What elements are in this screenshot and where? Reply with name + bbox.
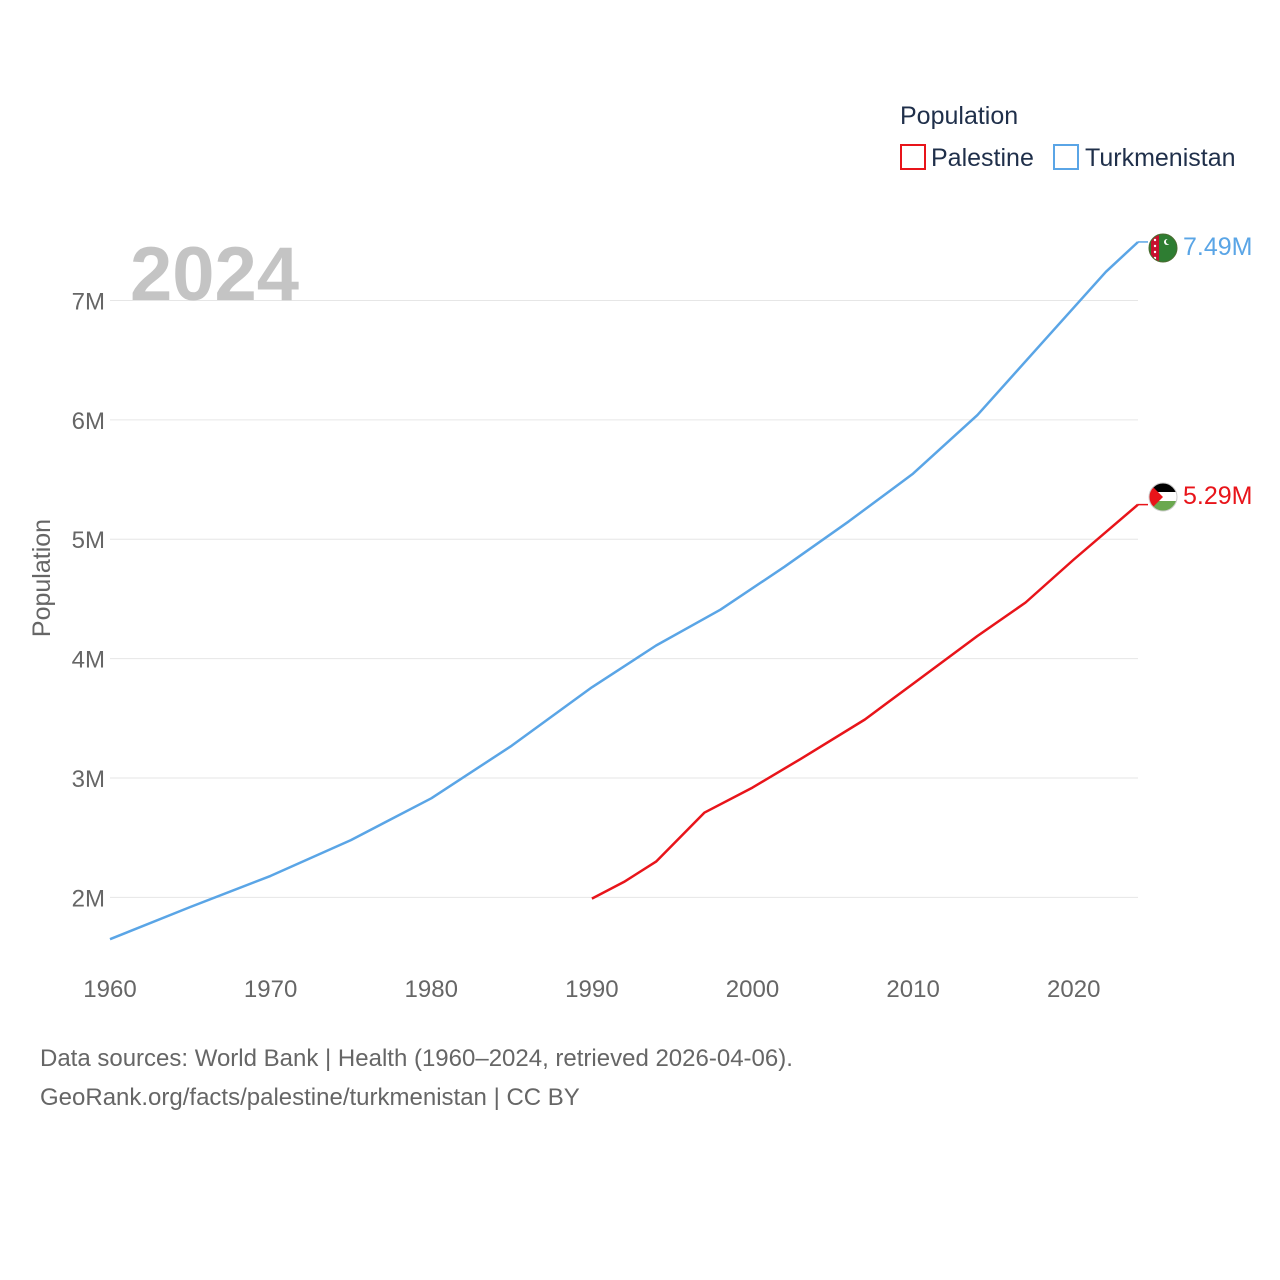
y-tick-label: 7M [72,288,105,315]
legend-label-turkmenistan: Turkmenistan [1085,144,1236,172]
x-axis-ticks: 1960 1970 1980 1990 2000 2010 2020 [83,976,1100,1003]
legend-title: Population [900,102,1018,130]
x-tick-label: 1970 [244,976,297,1003]
legend-swatch-palestine [900,144,926,170]
y-tick-label: 2M [72,885,105,912]
turkmenistan-flag-icon [1149,234,1177,262]
y-tick-label: 3M [72,766,105,793]
y-axis-ticks: 2M 3M 4M 5M 6M 7M [72,288,105,912]
current-year-label: 2024 [130,232,299,317]
legend: Population Palestine Turkmenistan [900,102,1236,172]
y-tick-label: 5M [72,527,105,554]
palestine-end-value: 5.29M [1183,482,1252,510]
source-line-2[interactable]: GeoRank.org/facts/palestine/turkmenistan… [40,1084,580,1111]
x-tick-label: 2010 [886,976,939,1003]
x-tick-label: 2000 [726,976,779,1003]
turkmenistan-end-value: 7.49M [1183,233,1252,261]
series-line-turkmenistan[interactable] [109,241,1139,941]
series-lines [109,241,1139,941]
palestine-flag-ring [1148,482,1178,512]
legend-item-turkmenistan[interactable]: Turkmenistan [1053,144,1236,172]
x-tick-label: 2020 [1047,976,1100,1003]
series-line-palestine[interactable] [591,503,1139,900]
legend-item-palestine[interactable]: Palestine [900,144,1034,172]
y-tick-label: 4M [72,647,105,674]
y-axis-title: Population [28,519,56,637]
palestine-flag-icon [1149,483,1177,511]
x-tick-label: 1990 [565,976,618,1003]
y-tick-label: 6M [72,408,105,435]
legend-swatch-turkmenistan [1053,144,1079,170]
turkmenistan-flag-ring [1148,233,1178,263]
x-tick-label: 1960 [83,976,136,1003]
x-tick-label: 1980 [405,976,458,1003]
gridlines [110,299,1138,898]
source-line-1: Data sources: World Bank | Health (1960–… [40,1045,793,1072]
series-end-markers [1138,241,1148,506]
legend-label-palestine: Palestine [931,144,1034,172]
